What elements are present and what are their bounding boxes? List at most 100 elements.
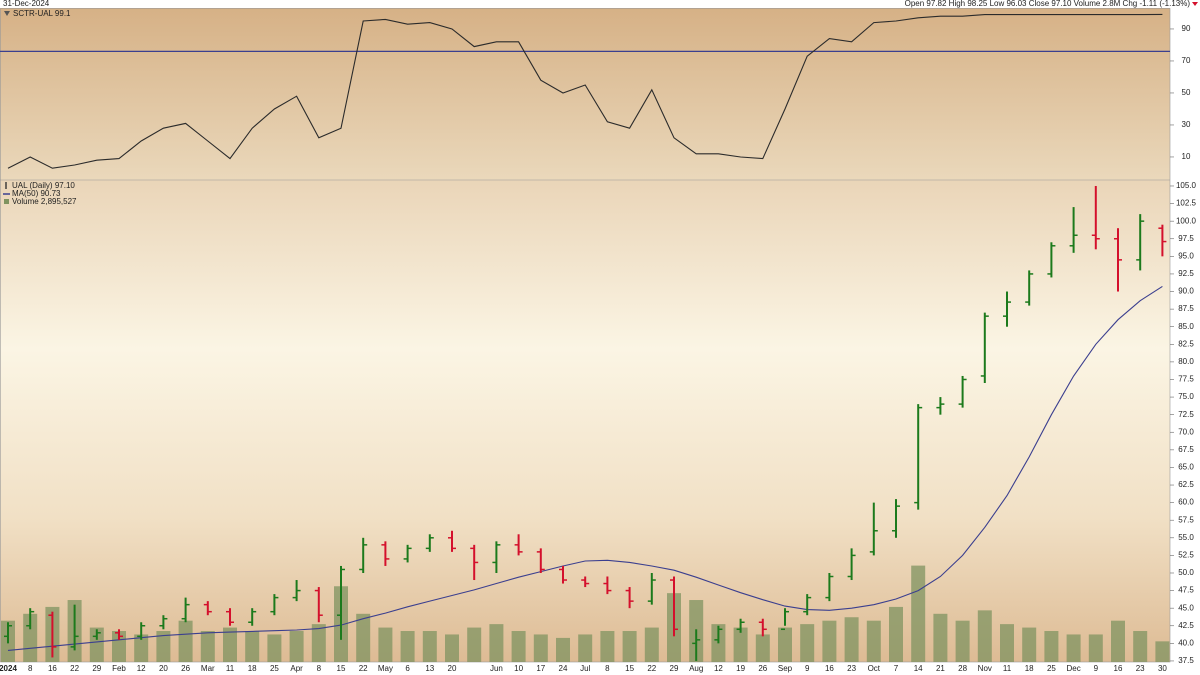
volume-bar [400,631,415,662]
x-tick-label: 25 [1047,664,1056,673]
x-tick-label: 23 [847,664,856,673]
x-tick-label: 18 [1025,664,1034,673]
x-tick-label: 22 [359,664,368,673]
volume-bar [578,634,593,662]
volume-bar [600,631,615,662]
x-tick-label: Mar [201,664,215,673]
sctr-line [7,13,1163,169]
x-tick-label: 28 [958,664,967,673]
x-tick-label: Jun [490,664,503,673]
x-tick-label: 19 [736,664,745,673]
volume-bar [800,624,815,662]
volume-bar [977,610,992,662]
x-tick-label: 15 [337,664,346,673]
x-tick-label: Oct [868,664,881,673]
y-tick-label: 102.5 [1176,199,1197,208]
x-tick-label: 16 [48,664,57,673]
x-tick-label: 24 [559,664,568,673]
legend-label: UAL (Daily) 97.10 [12,181,75,190]
y-tick-label: 70 [1182,56,1191,65]
volume-bar [1000,624,1014,662]
volume-bar [156,631,171,662]
x-axis-strip [0,662,1200,675]
y-tick-label: 67.5 [1178,445,1194,454]
y-tick-label: 90 [1182,24,1191,33]
x-tick-label: 8 [28,664,33,673]
x-tick-label: 15 [625,664,634,673]
y-tick-label: 72.5 [1178,410,1194,419]
volume-bar [245,631,260,662]
x-tick-label: 12 [137,664,146,673]
y-tick-label: 52.5 [1178,551,1194,560]
volume-bar [112,631,126,662]
x-tick-label: Feb [112,664,126,673]
x-tick-label: 10 [514,664,523,673]
y-tick-label: 70.0 [1178,427,1194,436]
y-tick-label: 95.0 [1178,251,1194,260]
y-tick-label: 87.5 [1178,304,1194,313]
x-tick-label: Apr [290,664,303,673]
y-tick-label: 55.0 [1178,533,1194,542]
x-tick-label: Sep [778,664,793,673]
volume-bar [134,634,149,662]
x-tick-label: 26 [181,664,190,673]
x-tick-label: 25 [270,664,279,673]
x-tick-label: 8 [317,664,322,673]
y-tick-label: 10 [1182,152,1191,161]
price-panel [0,180,1170,662]
volume-bar [778,627,792,662]
y-tick-label: 50 [1182,88,1191,97]
volume-bar [378,627,393,662]
volume-bar [556,637,570,662]
volume-bar [489,624,504,662]
y-tick-label: 37.5 [1178,656,1194,665]
header-strip [0,0,1200,8]
x-tick-label: 23 [1136,664,1145,673]
sctr-panel [0,8,1170,180]
volume-bar [622,631,637,662]
volume-bar [1088,634,1103,662]
volume-bar [1111,620,1125,662]
x-tick-label: 9 [1094,664,1099,673]
y-tick-label: 75.0 [1178,392,1194,401]
y-tick-label: 50.0 [1178,568,1194,577]
y-tick-label: 60.0 [1178,498,1194,507]
date: 31-Dec-2024 [3,0,50,8]
y-tick-label: 85.0 [1178,322,1194,331]
quote: Open 97.82 High 98.25 Low 96.03 Close 97… [905,0,1191,8]
x-tick-label: 8 [605,664,610,673]
volume-bar [311,624,326,662]
volume-bar [200,631,215,662]
x-tick-label: Aug [689,664,703,673]
x-tick-label: 18 [248,664,257,673]
x-tick-label: 2024 [0,664,17,673]
legend-label: MA(50) 90.73 [12,189,61,198]
y-tick-label: 57.5 [1178,515,1194,524]
x-tick-label: 29 [92,664,101,673]
x-tick-label: 30 [1158,664,1167,673]
x-tick-label: 11 [226,664,235,673]
x-tick-label: 22 [647,664,656,673]
volume-bar [933,613,948,662]
x-tick-label: 14 [914,664,923,673]
volume-bar [1133,631,1148,662]
x-tick-label: Jul [580,664,590,673]
x-tick-label: 29 [670,664,679,673]
moving-average [7,285,1163,651]
axis-strip [1170,8,1200,662]
volume-bar [289,631,304,662]
x-tick-label: 26 [758,664,767,673]
volume-bar [1066,634,1081,662]
y-tick-label: 100.0 [1176,216,1197,225]
x-tick-label: May [378,664,393,673]
y-tick-label: 47.5 [1178,586,1194,595]
y-tick-label: 62.5 [1178,480,1194,489]
volume-bar [844,617,859,662]
y-tick-label: 80.0 [1178,357,1194,366]
x-tick-label: 20 [448,664,457,673]
volume-bar [889,606,903,662]
y-tick-label: 65.0 [1178,463,1194,472]
volume-bar [533,634,548,662]
y-tick-label: 30 [1182,120,1191,129]
